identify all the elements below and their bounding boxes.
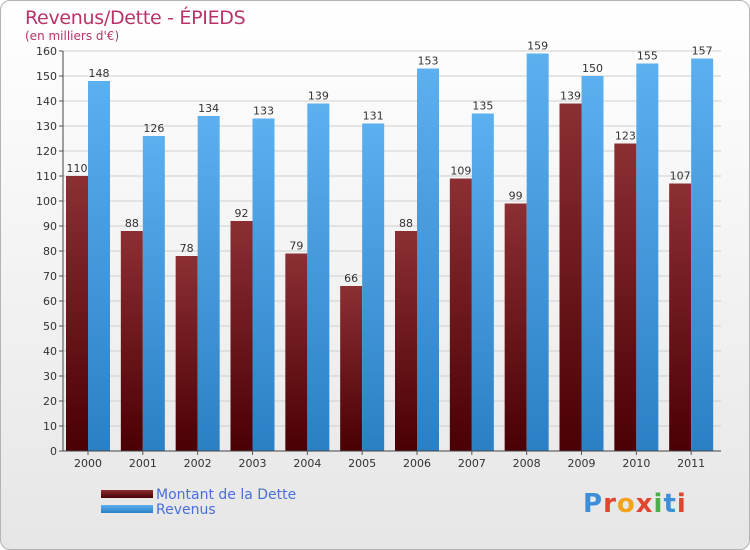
x-tick-label: 2004 — [293, 457, 321, 470]
x-tick-label: 2008 — [513, 457, 541, 470]
x-tick-label: 2009 — [568, 457, 596, 470]
bar-debt-2002 — [175, 256, 198, 451]
x-tick-label: 2002 — [184, 457, 212, 470]
logo-letter: P — [583, 489, 604, 519]
data-label-debt-2011: 107 — [670, 170, 691, 183]
y-tick-label: 140 — [36, 95, 57, 108]
data-label-debt-2005: 66 — [344, 272, 358, 285]
chart-subtitle: (en milliers d'€) — [25, 29, 120, 43]
grid-lines — [63, 50, 721, 452]
bar-revenue-2007 — [471, 113, 494, 451]
bar-revenue-2010 — [636, 63, 659, 451]
bar-debt-2005 — [340, 286, 363, 451]
bar-revenue-2008 — [526, 53, 549, 451]
bar-debt-2008 — [504, 203, 527, 451]
data-label-revenue-2001: 126 — [143, 122, 164, 135]
y-tick-label: 130 — [36, 120, 57, 133]
data-label-revenue-2004: 139 — [308, 90, 329, 103]
x-tick-label: 2011 — [677, 457, 705, 470]
legend-swatch-debt — [101, 490, 153, 498]
bar-revenue-2005 — [362, 123, 385, 451]
data-label-revenue-2002: 134 — [198, 102, 219, 115]
x-tick-label: 2001 — [129, 457, 157, 470]
data-label-revenue-2007: 135 — [472, 100, 493, 113]
y-tick-label: 150 — [36, 70, 57, 83]
logo-letter: i — [653, 489, 664, 519]
data-label-debt-2000: 110 — [67, 162, 88, 175]
data-label-debt-2007: 109 — [450, 165, 471, 178]
bars — [66, 53, 714, 451]
data-label-debt-2010: 123 — [615, 130, 636, 143]
logo-letter: t — [663, 489, 677, 519]
x-tick-label: 2010 — [622, 457, 650, 470]
data-label-revenue-2008: 159 — [527, 40, 548, 53]
y-tick-label: 20 — [43, 395, 57, 408]
y-tick-label: 80 — [43, 245, 57, 258]
bar-revenue-2011 — [691, 58, 714, 451]
y-tick-label: 110 — [36, 170, 57, 183]
y-tick-label: 10 — [43, 420, 57, 433]
bar-revenue-2009 — [581, 76, 604, 451]
bar-revenue-2006 — [417, 68, 439, 451]
bar-debt-2000 — [66, 176, 88, 451]
bar-debt-2001 — [120, 231, 143, 451]
data-label-debt-2008: 99 — [509, 190, 523, 203]
legend-label-debt: Montant de la Dette — [156, 487, 297, 503]
y-tick-label: 100 — [36, 195, 57, 208]
data-label-revenue-2005: 131 — [363, 110, 384, 123]
bar-revenue-2004 — [307, 103, 330, 451]
logo-letter: i — [676, 489, 687, 519]
y-tick-label: 60 — [43, 295, 57, 308]
data-label-revenue-2011: 157 — [692, 45, 713, 58]
legend-swatch-revenue — [101, 505, 153, 513]
bar-debt-2006 — [395, 231, 417, 451]
bar-revenue-2001 — [142, 136, 165, 451]
y-tick-label: 70 — [43, 270, 57, 283]
data-label-debt-2001: 88 — [125, 217, 139, 230]
data-label-revenue-2006: 153 — [418, 55, 439, 68]
proxiti-logo: Proxiti — [583, 489, 687, 519]
bar-debt-2011 — [669, 183, 692, 451]
logo-letter: x — [635, 489, 654, 519]
data-label-debt-2003: 92 — [235, 207, 249, 220]
x-tick-label: 2000 — [74, 457, 102, 470]
y-tick-label: 40 — [43, 345, 57, 358]
x-tick-label: 2007 — [458, 457, 486, 470]
bar-revenue-2000 — [88, 81, 110, 451]
y-tick-label: 160 — [36, 45, 57, 58]
legend-label-revenue: Revenus — [156, 502, 216, 518]
bar-debt-2010 — [614, 143, 637, 451]
bar-debt-2004 — [285, 253, 308, 451]
data-label-revenue-2010: 155 — [637, 50, 658, 63]
y-tick-label: 30 — [43, 370, 57, 383]
x-tick-label: 2006 — [403, 457, 431, 470]
y-tick-label: 120 — [36, 145, 57, 158]
data-label-debt-2006: 88 — [399, 217, 413, 230]
bar-debt-2007 — [449, 178, 472, 451]
x-tick-label: 2003 — [239, 457, 267, 470]
bar-revenue-2002 — [197, 116, 220, 451]
y-tick-label: 50 — [43, 320, 57, 333]
data-label-revenue-2000: 148 — [89, 67, 110, 80]
data-label-debt-2002: 78 — [180, 242, 194, 255]
bar-debt-2003 — [230, 221, 253, 451]
x-tick-label: 2005 — [348, 457, 376, 470]
data-label-revenue-2003: 133 — [253, 105, 274, 118]
axes: 0 10 20 30 40 50 60 70 80 90 100 110 120 130 140 150 160… — [36, 40, 721, 470]
data-label-revenue-2009: 150 — [582, 62, 603, 75]
y-tick-label: 0 — [50, 445, 57, 458]
data-label-debt-2004: 79 — [289, 240, 303, 253]
data-label-debt-2009: 139 — [560, 90, 581, 103]
bar-revenue-2003 — [252, 118, 275, 451]
bar-debt-2009 — [559, 103, 582, 451]
chart-title: Revenus/Dette - ÉPIEDS — [25, 7, 246, 29]
logo-letter: r — [603, 489, 617, 519]
y-tick-label: 90 — [43, 220, 57, 233]
logo-letter: o — [616, 489, 636, 519]
